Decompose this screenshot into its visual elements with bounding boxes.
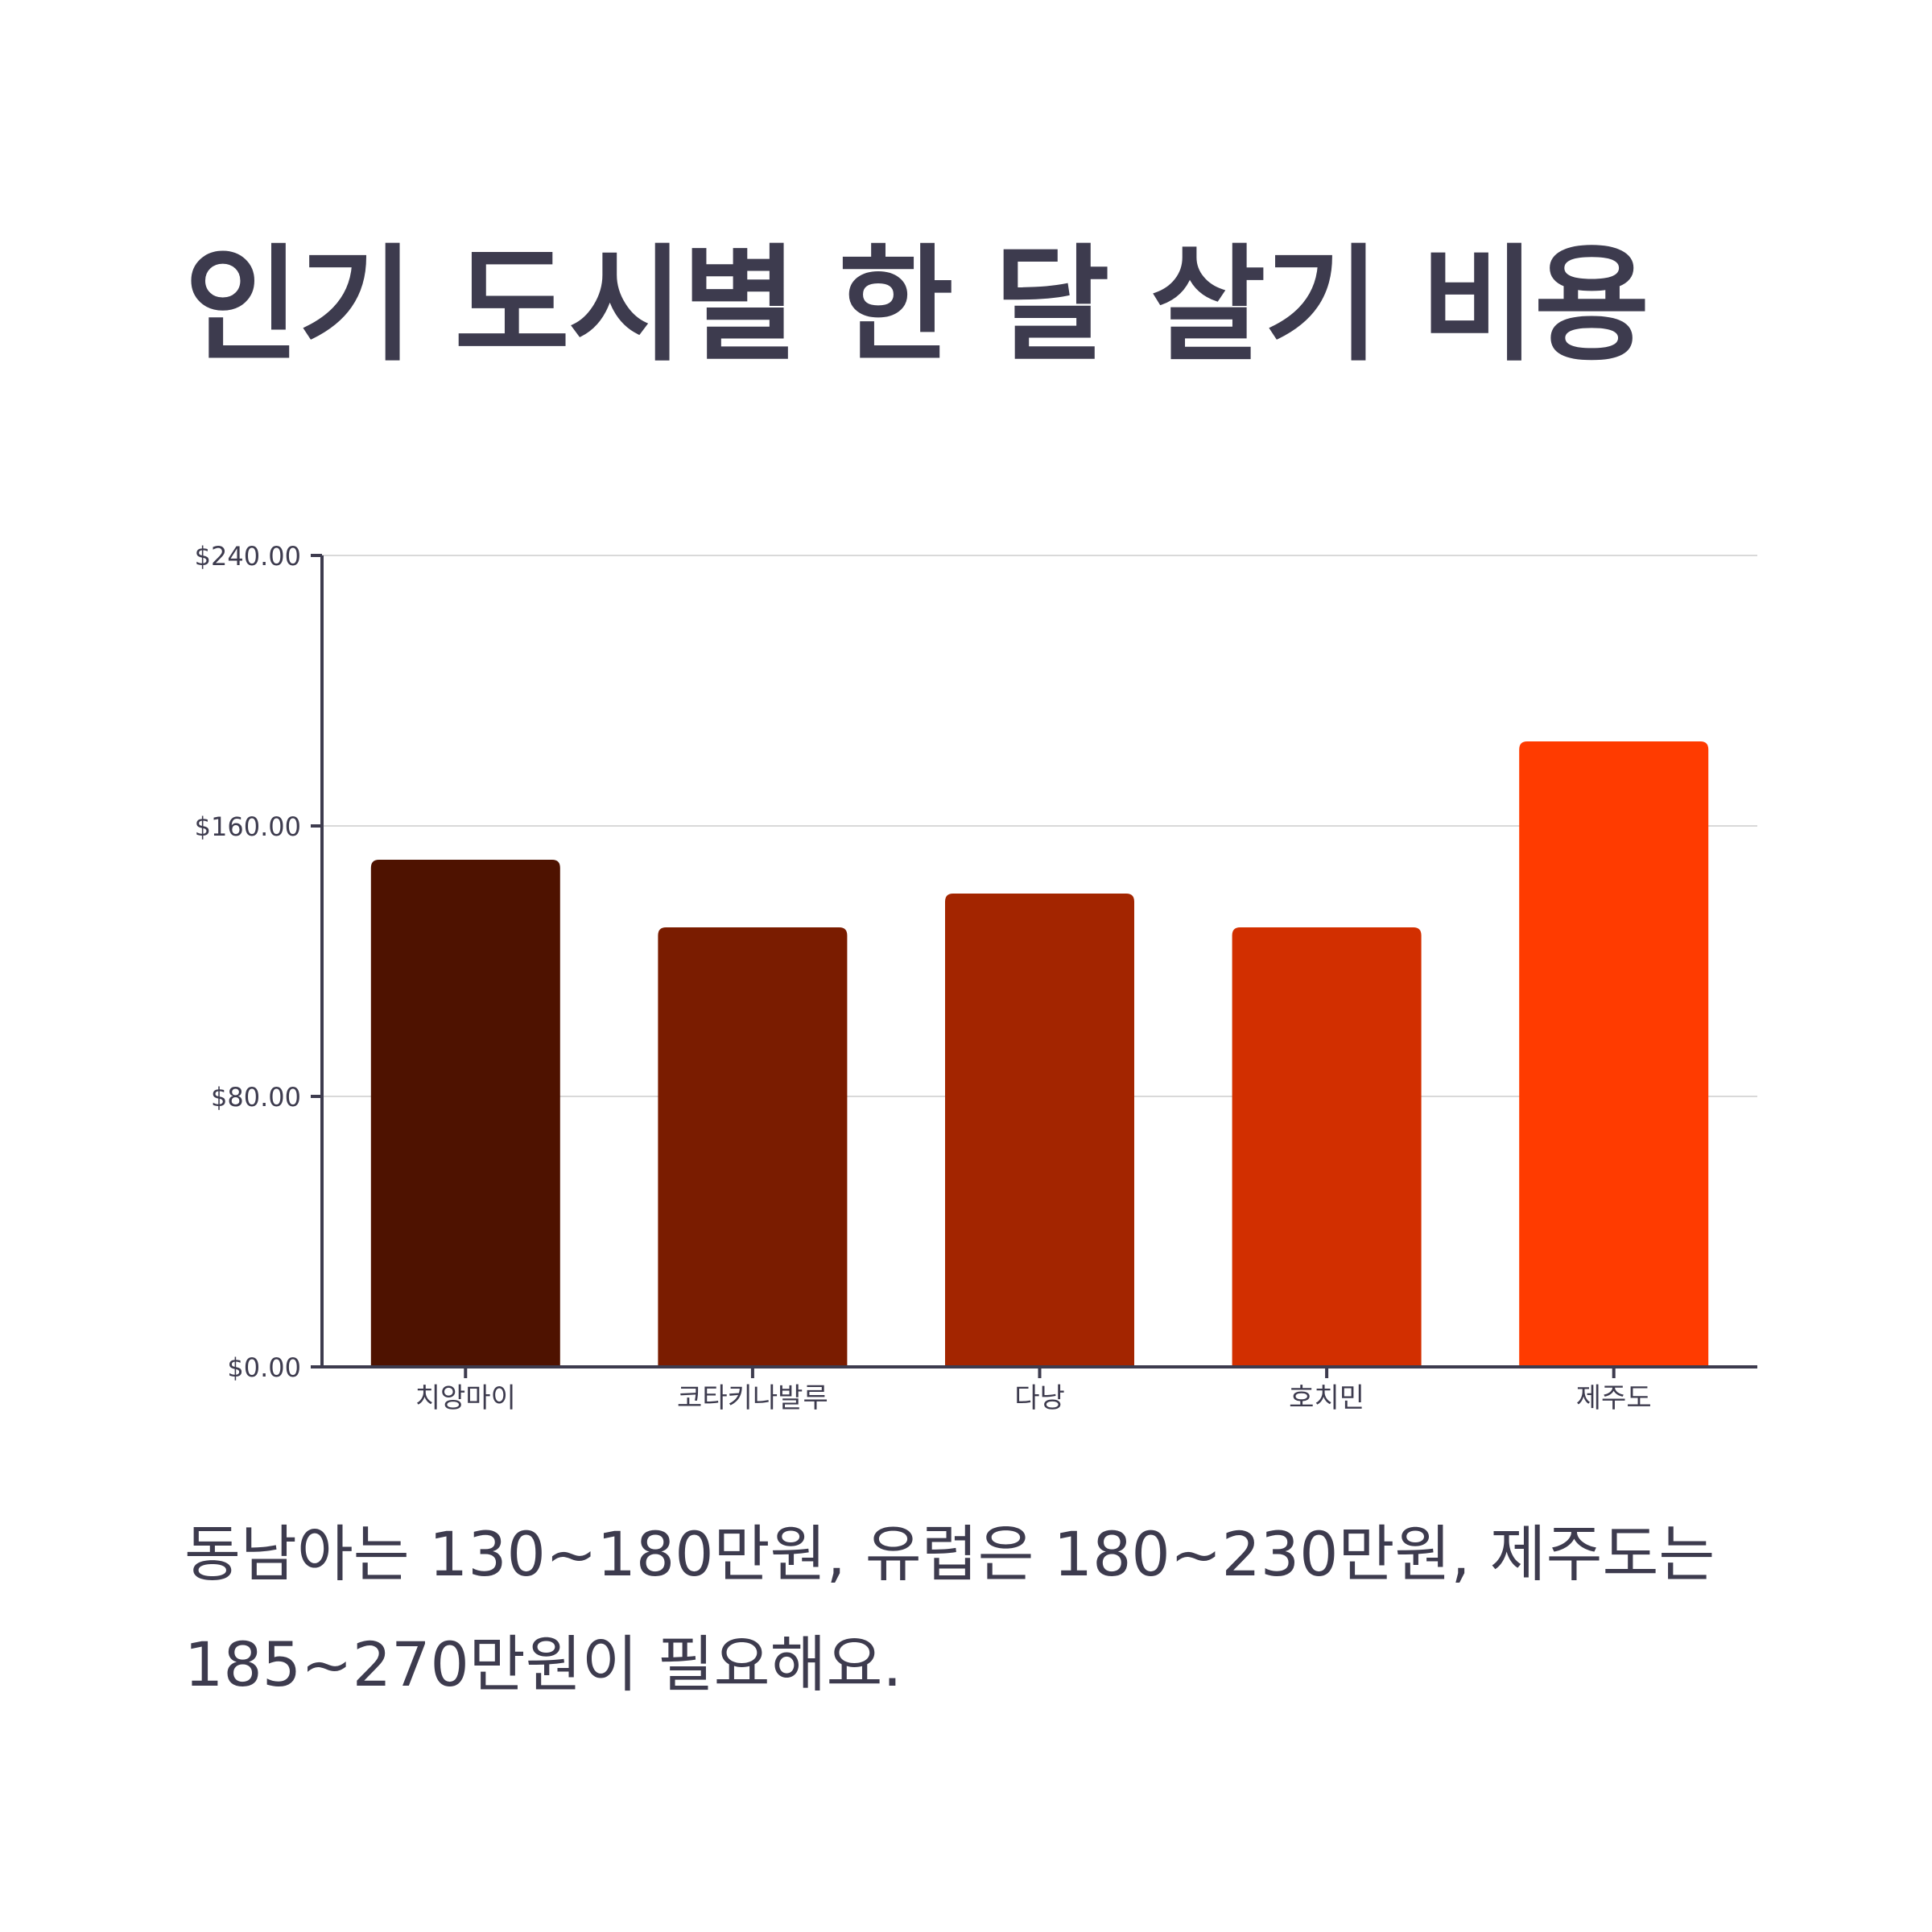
bar-1 [370,860,560,1367]
chart-caption: 동남아는 130~180만원, 유럽은 180~230만원, 제주도는 185~… [184,1518,1715,1700]
bars [370,741,1709,1367]
x-tick-label: 호치민 [1289,1382,1364,1414]
x-tick-label: 다낭 [1014,1382,1065,1414]
x-axis-ticks: 치앙마이 코타키나발루 다낭 호치민 제주도 [415,1367,1652,1414]
x-tick-label: 제주도 [1576,1382,1652,1414]
bar-5 [1519,741,1709,1367]
bar-2 [658,927,848,1367]
y-axis-ticks: $0.00 $80.00 $160.00 $240.00 [195,541,322,1383]
chart-title: 인기 도시별 한 달 살기 비용 [184,232,1649,378]
y-tick-label: $0.00 [227,1352,301,1383]
y-tick-label: $240.00 [195,541,301,572]
x-tick-label: 코타키나발루 [677,1382,828,1414]
x-tick-label: 치앙마이 [415,1382,516,1414]
bar-3 [945,894,1134,1367]
y-tick-label: $160.00 [195,811,301,842]
y-tick-label: $80.00 [211,1082,301,1113]
bar-4 [1232,927,1422,1367]
